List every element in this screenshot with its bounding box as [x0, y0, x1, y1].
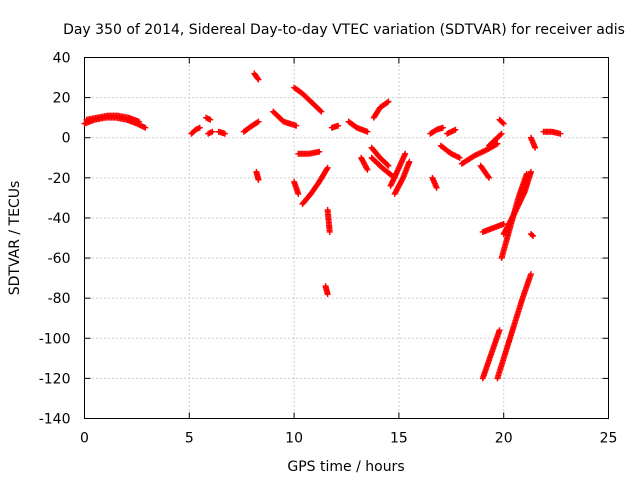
data-point-interp	[254, 75, 261, 82]
x-tick-label: 0	[80, 431, 89, 447]
y-tick-label: -20	[48, 171, 71, 187]
y-tick-labels: -140 -120 -100 -80 -60 -40 -20 0 20 40	[39, 51, 71, 428]
chart-title: Day 350 of 2014, Sidereal Day-to-day VTE…	[63, 22, 625, 38]
data-point	[452, 126, 459, 133]
data-point	[402, 150, 409, 157]
data-point-interp	[254, 119, 261, 126]
data-point-interp	[323, 166, 330, 173]
data-point	[494, 140, 501, 147]
data-point	[527, 271, 534, 278]
data-point	[496, 327, 503, 334]
x-tick-label: 10	[285, 431, 303, 447]
y-tick-label: -100	[39, 331, 71, 347]
data-point-interp	[499, 119, 506, 126]
data-point	[557, 130, 564, 137]
data-point	[316, 148, 323, 155]
data-point	[530, 232, 537, 239]
data-point	[335, 122, 342, 129]
y-tick-label: -40	[48, 211, 71, 227]
data-point	[527, 168, 534, 175]
axis-ticks	[84, 57, 609, 419]
y-tick-label: -140	[39, 412, 71, 428]
data-point	[318, 108, 325, 115]
x-tick-label: 15	[390, 431, 408, 447]
data-point	[486, 174, 493, 181]
data-point	[433, 184, 440, 191]
data-point	[439, 124, 446, 131]
y-tick-label: 20	[53, 91, 71, 107]
data-point	[255, 118, 262, 125]
data-point	[364, 128, 371, 135]
data-point	[385, 162, 392, 169]
data-point	[326, 228, 333, 235]
grid-lines	[84, 57, 609, 419]
y-tick-label: -80	[48, 291, 71, 307]
y-axis-label: SDTVAR / TECUs	[7, 181, 23, 296]
y-tick-label: -120	[39, 371, 71, 387]
data-point-interp	[497, 131, 504, 138]
data-point	[324, 164, 331, 171]
x-tick-label: 20	[495, 431, 513, 447]
data-point	[324, 291, 331, 298]
data-points	[81, 70, 564, 382]
plot-frame	[84, 57, 609, 419]
data-point	[135, 118, 142, 125]
x-tick-labels: 0 5 10 15 20 25	[80, 431, 617, 447]
data-point-interp	[485, 173, 492, 180]
data-point	[406, 158, 413, 165]
data-point-interp	[384, 99, 391, 106]
data-point	[498, 130, 505, 137]
data-point	[209, 128, 216, 135]
data-point	[532, 144, 539, 151]
y-tick-label: -60	[48, 251, 71, 267]
data-point	[500, 120, 507, 127]
data-point	[207, 116, 214, 123]
data-point	[295, 190, 302, 197]
x-axis-label: GPS time / hours	[287, 459, 404, 475]
data-point	[142, 124, 149, 131]
data-point	[456, 154, 463, 161]
data-point-interp	[528, 231, 535, 238]
data-point	[255, 176, 262, 183]
data-point	[255, 76, 262, 83]
data-point	[385, 98, 392, 105]
data-point-interp	[317, 107, 324, 114]
x-tick-label: 25	[600, 431, 618, 447]
x-tick-label: 5	[185, 431, 194, 447]
data-point	[293, 122, 300, 129]
y-tick-label: 40	[53, 51, 71, 67]
data-point-interp	[384, 161, 391, 168]
y-tick-label: 0	[62, 131, 71, 147]
data-point	[221, 130, 228, 137]
data-point	[196, 124, 203, 131]
data-point	[364, 166, 371, 173]
